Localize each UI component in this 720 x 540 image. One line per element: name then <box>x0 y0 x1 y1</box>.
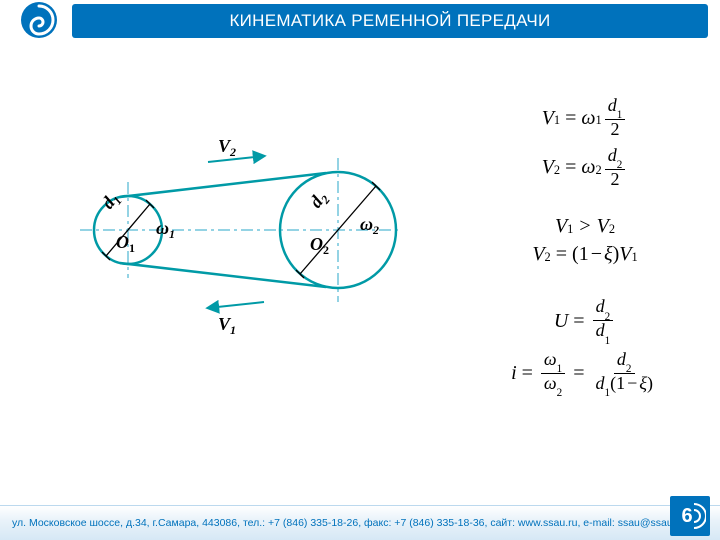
svg-text:d2: d2 <box>305 187 332 213</box>
svg-text:O2: O2 <box>310 234 329 257</box>
belt-drive-diagram: O1 O2 ω1 ω2 V2 V1 d1 d2 <box>58 130 418 345</box>
svg-text:O1: O1 <box>116 232 135 255</box>
equations-panel: V1 = ω1 d1 2 V2 = ω2 d2 2 V1 > V2 V2 = (… <box>470 90 700 403</box>
brand-logo <box>8 0 70 67</box>
svg-text:ω2: ω2 <box>360 214 379 237</box>
footer-text: ул. Московское шоссе, д.34, г.Самара, 44… <box>0 517 685 529</box>
svg-text:V2: V2 <box>218 136 236 159</box>
page-badge-icon <box>692 502 706 530</box>
slide-title: КИНЕМАТИКА РЕМЕННОЙ ПЕРЕДАЧИ <box>229 11 550 31</box>
slide-title-bar: КИНЕМАТИКА РЕМЕННОЙ ПЕРЕДАЧИ <box>72 4 708 38</box>
footer-bar: ул. Московское шоссе, д.34, г.Самара, 44… <box>0 505 720 540</box>
equation-ineq: V1 > V2 <box>470 215 700 237</box>
equation-v2: V2 = ω2 d2 2 <box>470 146 700 190</box>
equation-v1: V1 = ω1 d1 2 <box>470 96 700 140</box>
equation-i: i = ω1 ω2 = d2 d1(1−ξ) <box>470 350 700 397</box>
page-badge: 6 <box>670 496 710 536</box>
svg-text:V1: V1 <box>218 314 236 337</box>
equation-U: U = d2 d1 <box>470 297 700 344</box>
page-number: 6 <box>681 505 692 528</box>
svg-text:ω1: ω1 <box>156 218 175 241</box>
equation-slip: V2 = (1 − ξ) V1 <box>470 243 700 265</box>
